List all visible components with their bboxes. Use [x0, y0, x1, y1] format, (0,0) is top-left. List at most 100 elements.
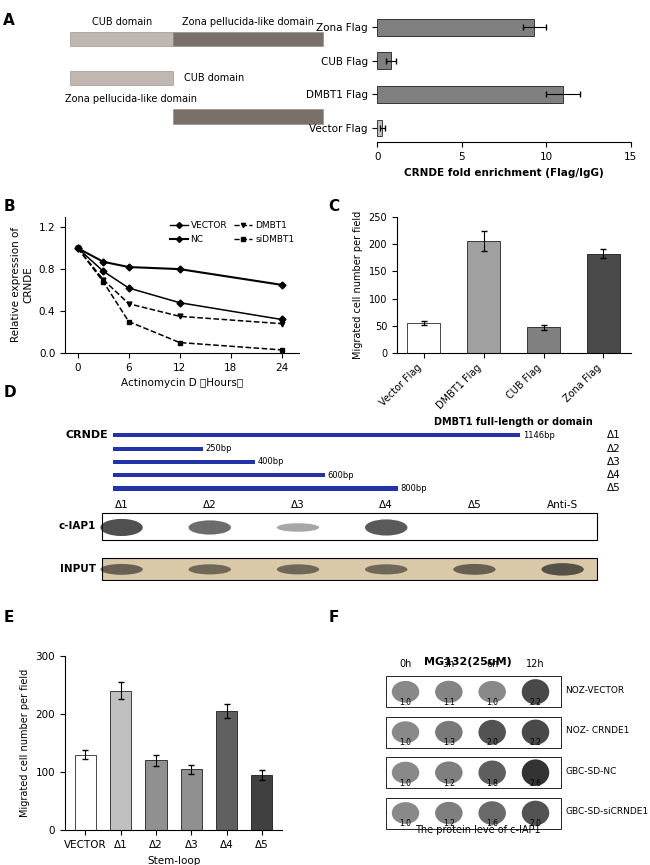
- Ellipse shape: [522, 679, 549, 704]
- DMBT1: [125, 298, 133, 309]
- Bar: [378, 53, 391, 69]
- Ellipse shape: [100, 564, 143, 575]
- VECTOR: [278, 314, 285, 324]
- NC: [278, 279, 285, 290]
- Text: 800bp: 800bp: [400, 484, 427, 493]
- DMBT1: [99, 274, 107, 285]
- Ellipse shape: [392, 762, 419, 784]
- Text: 1.8: 1.8: [486, 778, 498, 788]
- VECTOR: [125, 283, 133, 293]
- Ellipse shape: [478, 760, 506, 785]
- DMBT1: [74, 243, 82, 253]
- Ellipse shape: [392, 681, 419, 702]
- Text: NOZ- CRNDE1: NOZ- CRNDE1: [566, 727, 629, 735]
- X-axis label: CRNDE fold enrichment (Flag/IgG): CRNDE fold enrichment (Flag/IgG): [404, 168, 604, 177]
- Line: siDMBT1: siDMBT1: [75, 246, 284, 352]
- X-axis label: Stem-loop: Stem-loop: [147, 855, 200, 865]
- Bar: [467, 241, 500, 353]
- FancyBboxPatch shape: [113, 473, 325, 477]
- Ellipse shape: [435, 721, 463, 744]
- Text: Δ1: Δ1: [607, 431, 621, 440]
- Ellipse shape: [522, 801, 549, 825]
- Text: 3h: 3h: [443, 659, 455, 669]
- Text: GBC-SD-NC: GBC-SD-NC: [566, 766, 617, 776]
- Bar: [408, 323, 440, 353]
- Text: Δ2: Δ2: [203, 500, 216, 510]
- Ellipse shape: [392, 802, 419, 824]
- Bar: [181, 769, 202, 830]
- Text: 600bp: 600bp: [327, 471, 354, 480]
- siDMBT1: [125, 317, 133, 327]
- Y-axis label: Relative expression of
CRNDE: Relative expression of CRNDE: [12, 227, 33, 343]
- X-axis label: Actinomycin D （Hours）: Actinomycin D （Hours）: [121, 378, 243, 388]
- Bar: [378, 19, 534, 35]
- Text: Δ4: Δ4: [607, 471, 621, 480]
- Text: c-IAP1: c-IAP1: [59, 522, 96, 531]
- Ellipse shape: [277, 564, 319, 574]
- siDMBT1: [99, 277, 107, 287]
- Text: 250bp: 250bp: [205, 444, 231, 453]
- Ellipse shape: [478, 801, 506, 825]
- Text: 2.0: 2.0: [530, 819, 541, 828]
- FancyBboxPatch shape: [102, 513, 597, 541]
- Text: 1146bp: 1146bp: [523, 431, 554, 439]
- Text: 0h: 0h: [399, 659, 411, 669]
- FancyBboxPatch shape: [174, 32, 323, 46]
- Text: 1.2: 1.2: [443, 778, 455, 788]
- Text: Zona pellucida-like domain: Zona pellucida-like domain: [182, 16, 314, 27]
- FancyBboxPatch shape: [113, 486, 398, 490]
- FancyBboxPatch shape: [113, 460, 255, 464]
- siDMBT1: [176, 337, 183, 348]
- Ellipse shape: [435, 761, 463, 784]
- Ellipse shape: [453, 564, 496, 575]
- FancyBboxPatch shape: [102, 558, 597, 580]
- NC: [99, 257, 107, 267]
- siDMBT1: [74, 243, 82, 253]
- Y-axis label: Migrated cell number per field: Migrated cell number per field: [353, 211, 363, 359]
- Text: B: B: [3, 199, 15, 214]
- Ellipse shape: [188, 521, 231, 535]
- Ellipse shape: [478, 720, 506, 745]
- Text: A: A: [3, 13, 15, 28]
- Ellipse shape: [522, 720, 549, 745]
- Line: DMBT1: DMBT1: [75, 246, 284, 326]
- Y-axis label: Migrated cell number per field: Migrated cell number per field: [20, 669, 30, 817]
- Text: D: D: [3, 385, 16, 400]
- Text: 2.2: 2.2: [530, 739, 541, 747]
- FancyBboxPatch shape: [385, 717, 560, 747]
- FancyBboxPatch shape: [385, 676, 560, 708]
- Text: Δ3: Δ3: [291, 500, 305, 510]
- Text: 6h: 6h: [486, 659, 499, 669]
- siDMBT1: [278, 345, 285, 356]
- Bar: [587, 253, 620, 353]
- NC: [125, 262, 133, 272]
- Bar: [378, 119, 382, 137]
- Text: 2.6: 2.6: [530, 778, 541, 788]
- VECTOR: [176, 298, 183, 308]
- Text: Δ2: Δ2: [607, 444, 621, 453]
- Ellipse shape: [392, 721, 419, 743]
- NC: [74, 243, 82, 253]
- Bar: [75, 754, 96, 830]
- Text: 1.3: 1.3: [443, 739, 455, 747]
- Ellipse shape: [478, 681, 506, 702]
- Text: CUB domain: CUB domain: [92, 16, 152, 27]
- Text: GBC-SD-siCRNDE1: GBC-SD-siCRNDE1: [566, 807, 649, 816]
- Text: Δ3: Δ3: [607, 457, 621, 467]
- FancyBboxPatch shape: [113, 433, 520, 438]
- Text: E: E: [3, 610, 14, 625]
- Ellipse shape: [541, 563, 584, 575]
- Bar: [527, 328, 560, 353]
- FancyBboxPatch shape: [174, 109, 323, 124]
- Ellipse shape: [188, 564, 231, 574]
- DMBT1: [176, 311, 183, 322]
- Ellipse shape: [435, 681, 463, 703]
- Text: 1.0: 1.0: [400, 819, 411, 828]
- Text: 1.6: 1.6: [486, 819, 498, 828]
- Text: Δ5: Δ5: [607, 484, 621, 494]
- Text: CUB domain: CUB domain: [184, 73, 244, 83]
- Text: Δ5: Δ5: [467, 500, 481, 510]
- Text: Anti-S: Anti-S: [547, 500, 578, 510]
- FancyBboxPatch shape: [70, 32, 174, 46]
- VECTOR: [99, 266, 107, 277]
